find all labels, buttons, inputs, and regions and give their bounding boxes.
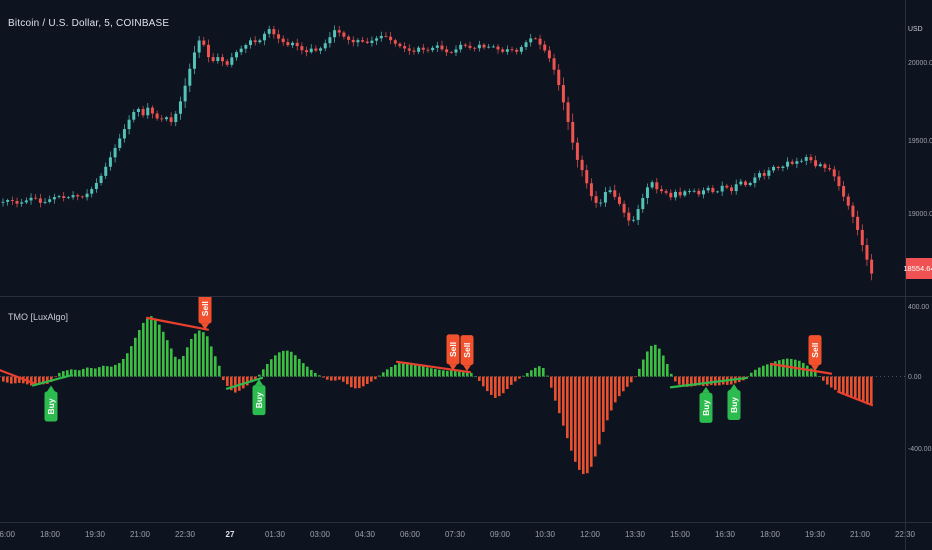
buy-signal-label: Buy [252,379,266,416]
time-axis-label: 06:00 [399,530,421,539]
axis-tick-label: 400.00 [908,302,930,311]
time-axis[interactable]: 16:00 18:00 19:30 21:00 22:30 27 01:30 03:00 04:… [0,523,915,550]
time-axis-label: 19:30 [804,530,826,539]
svg-text:Sell: Sell [462,343,472,358]
axis-tick-label: 19500.00 [908,136,932,145]
sell-signal-label: Sell [808,335,822,372]
time-axis-label: 15:00 [669,530,691,539]
svg-text:Buy: Buy [729,397,739,413]
indicator-title: TMO [LuxAlgo] [8,312,69,322]
time-axis-label: 09:00 [489,530,511,539]
time-axis-label: 16:00 [0,530,16,539]
buy-signal-label: Buy [44,385,58,422]
time-axis-label: 21:00 [849,530,871,539]
time-axis-label: 18:00 [39,530,61,539]
time-axis-label: 13:30 [624,530,646,539]
time-axis-label: 16:30 [714,530,736,539]
svg-text:Sell: Sell [448,342,458,357]
time-axis-label: 07:30 [444,530,466,539]
price-pane[interactable]: Bitcoin / U.S. Dollar, 5, COINBASE [0,0,905,296]
price-axis[interactable]: USD 20000.00 19500.00 19000.00 400.00 0.00 -40… [903,0,932,550]
svg-text:Buy: Buy [46,398,56,414]
symbol-title: Bitcoin / U.S. Dollar, 5, COINBASE [8,18,170,29]
tmo-histogram-chart[interactable]: Buy Sell Buy Sell Sell Buy Buy Sell [0,297,905,522]
sell-signal-label: Sell [446,334,460,371]
time-axis-label: 19:30 [84,530,106,539]
sell-signal-label: Sell [198,297,212,330]
svg-text:Sell: Sell [810,343,820,358]
axis-tick-label: 0.00 [908,372,922,381]
svg-text:Buy: Buy [701,400,711,416]
sell-signal-label: Sell [460,335,474,372]
buy-signal-label: Buy [699,386,713,423]
axis-tick-label: 19000.00 [908,209,932,218]
last-price-tag: 18554.64 [903,258,932,279]
buy-signal-label: Buy [727,384,741,421]
svg-text:Sell: Sell [200,301,210,316]
pane-divider[interactable] [0,296,932,297]
time-axis-divider [0,522,932,523]
axis-tick-label: USD [908,24,923,33]
time-axis-label: 21:00 [129,530,151,539]
time-axis-label: 01:30 [264,530,286,539]
time-axis-label: 18:00 [759,530,781,539]
candlestick-chart[interactable] [0,0,905,296]
axis-tick-label: 20000.00 [908,58,932,67]
time-axis-label: 22:30 [174,530,196,539]
time-axis-label: 04:30 [354,530,376,539]
time-axis-label: 03:00 [309,530,331,539]
svg-text:Buy: Buy [254,392,264,408]
time-axis-label: 27 [225,530,235,539]
time-axis-label: 12:00 [579,530,601,539]
time-axis-label: 10:30 [534,530,556,539]
axis-tick-label: -400.00 [908,444,932,453]
tmo-pane[interactable]: Buy Sell Buy Sell Sell Buy Buy Sell TMO [LuxAlg… [0,297,905,522]
